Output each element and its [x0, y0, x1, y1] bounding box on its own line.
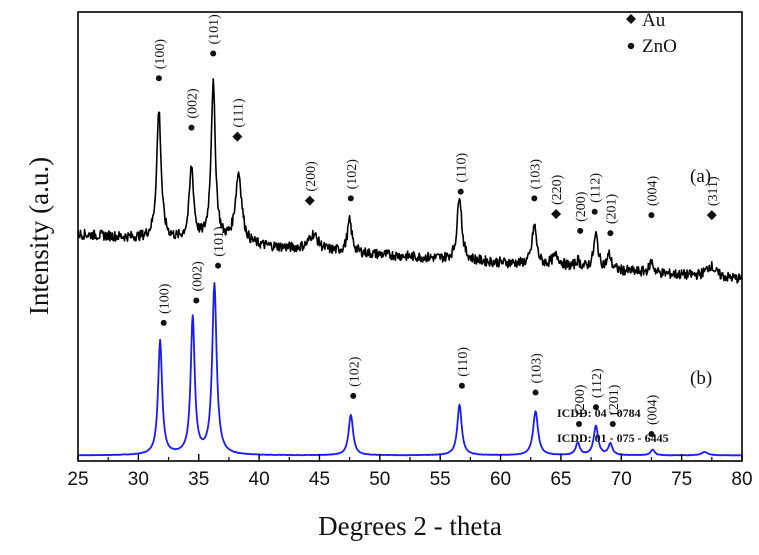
peak-label: (101)	[212, 226, 227, 257]
zno-circle-marker	[591, 208, 598, 215]
x-axis-ticks: 25 30 35 40 45 50 55 60 65 70 75 80	[67, 454, 753, 490]
legend: Au ZnO	[626, 10, 677, 57]
peak-label: (100)	[153, 39, 168, 70]
peak-label: (103)	[528, 159, 543, 190]
zno-circle-marker	[160, 319, 167, 326]
zno-circle-marker	[188, 124, 195, 131]
peak-label: (110)	[455, 152, 470, 182]
peak-label: (101)	[207, 14, 222, 45]
reference-zno: ICDD: 01 - 075 - 6445	[557, 431, 669, 445]
x-tick-label: 30	[128, 469, 149, 490]
x-tick-label: 35	[188, 469, 209, 490]
series-line-a	[77, 281, 743, 457]
reference-au: ICDD: 04 - 0784	[557, 406, 641, 420]
plot-area: (100)(002)(101)(102) (110) (103)(200)(112)…	[77, 14, 743, 457]
x-tick-label: 50	[369, 469, 390, 490]
zno-circle-marker	[576, 420, 583, 427]
peak-label: (200)	[304, 161, 319, 192]
x-tick-label: 25	[67, 469, 88, 490]
zno-circle-marker	[648, 212, 655, 219]
peak-label: (200)	[574, 191, 589, 222]
peak-label: (220)	[550, 174, 565, 205]
zno-circle-marker	[458, 382, 465, 389]
au-diamond-marker	[232, 131, 243, 142]
zno-circle-marker	[350, 392, 357, 399]
zno-circle-marker	[193, 297, 200, 304]
x-tick-label: 80	[731, 469, 752, 490]
legend-entry-zno: ZnO	[642, 36, 677, 57]
zno-circle-marker	[532, 389, 539, 396]
zno-circle-marker	[607, 230, 614, 237]
au-diamond-marker	[706, 210, 717, 221]
legend-circle-icon	[627, 42, 635, 50]
zno-circle-marker	[215, 262, 222, 269]
peak-label: (100)	[158, 283, 173, 314]
peak-label: (112)	[590, 368, 605, 398]
peak-label: (102)	[347, 356, 362, 387]
x-tick-label: 75	[671, 469, 692, 490]
au-diamond-marker	[304, 195, 315, 206]
peak-label: (201)	[607, 384, 622, 415]
zno-circle-marker	[531, 195, 538, 202]
x-tick-label: 65	[550, 469, 571, 490]
x-tick-label: 40	[249, 469, 270, 490]
zno-circle-marker	[592, 404, 599, 411]
peak-label: (002)	[185, 88, 200, 119]
peak-label: (112)	[589, 173, 604, 203]
zno-circle-marker	[609, 420, 616, 427]
x-tick-label: 55	[430, 469, 451, 490]
x-tick-label: 70	[611, 469, 632, 490]
peak-label: (201)	[604, 193, 619, 224]
peak-label: (110)	[456, 347, 471, 377]
au-diamond-marker	[551, 209, 562, 220]
y-axis-title: Intensity (a.u.)	[24, 157, 54, 315]
zno-circle-marker	[347, 195, 354, 202]
zno-circle-marker	[210, 50, 217, 57]
zno-circle-marker	[457, 188, 464, 195]
x-axis-title: Degrees 2 - theta	[318, 511, 502, 541]
peak-label: (311)	[706, 176, 721, 206]
trace-label-b: (b)	[690, 368, 712, 389]
zno-circle-marker	[155, 75, 162, 82]
x-tick-label: 60	[490, 469, 511, 490]
peak-label: (102)	[345, 159, 360, 190]
legend-diamond-icon	[626, 14, 636, 24]
peak-label: (004)	[645, 394, 660, 425]
peak-label: (111)	[231, 98, 246, 128]
zno-circle-marker	[648, 431, 655, 438]
trace-label-a: (a)	[690, 166, 711, 187]
peak-label: (103)	[530, 353, 545, 384]
x-tick-label: 45	[309, 469, 330, 490]
legend-entry-au: Au	[642, 10, 666, 31]
zno-circle-marker	[577, 227, 584, 234]
peak-label: (002)	[190, 261, 205, 292]
peak-label: (004)	[645, 176, 660, 207]
peak-label: (200)	[573, 384, 588, 415]
series-line-b	[77, 78, 743, 284]
